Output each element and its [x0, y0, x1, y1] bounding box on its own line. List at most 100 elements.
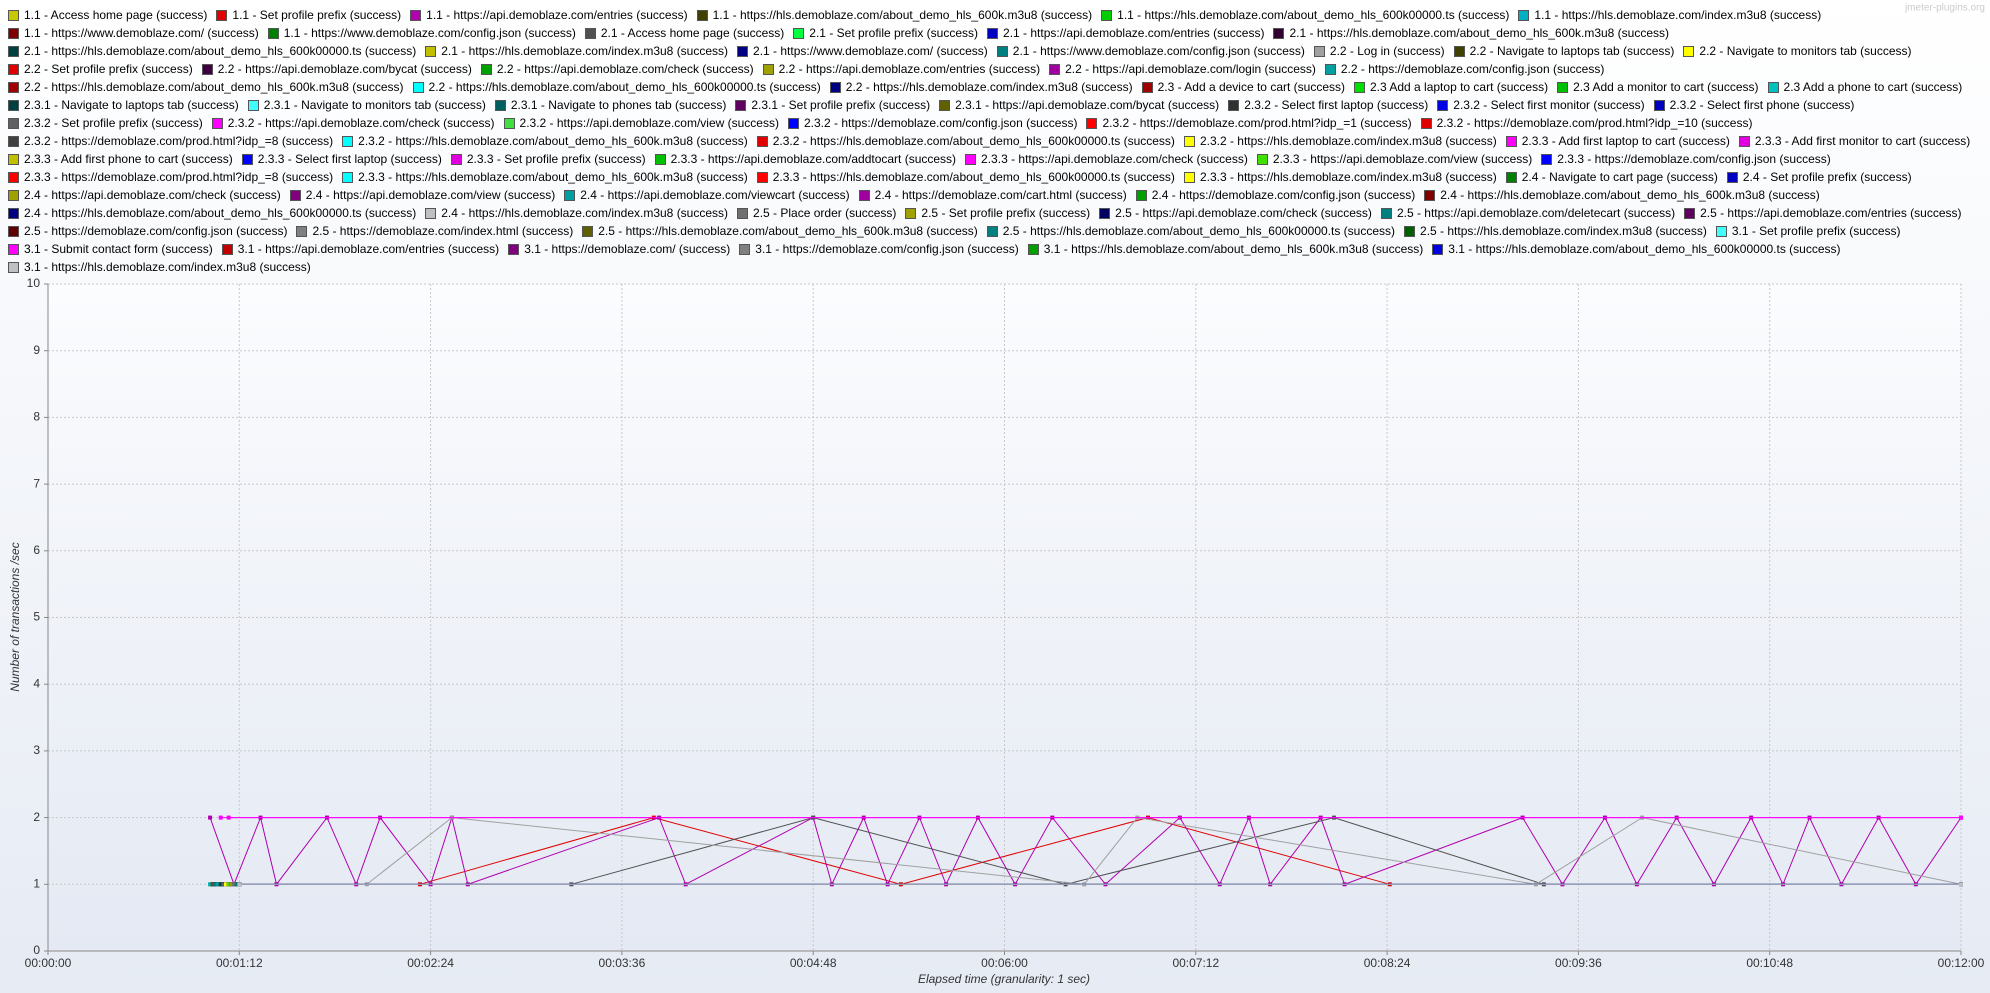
legend-swatch — [1099, 207, 1111, 219]
legend-label: 3.1 - Submit contact form (success) — [24, 242, 213, 256]
legend-swatch — [216, 9, 228, 21]
legend-label: 2.3 - Add a device to cart (success) — [1157, 80, 1345, 94]
legend-item: 1.1 - Set profile prefix (success) — [216, 6, 401, 24]
legend-item: 2.2 - https://hls.demoblaze.com/index.m3… — [829, 78, 1133, 96]
legend-label: 2.3.3 - Add first phone to cart (success… — [24, 152, 233, 166]
legend-item: 2.2 - Set profile prefix (success) — [8, 60, 193, 78]
legend-swatch — [480, 63, 492, 75]
legend-item: 2.2 - https://api.demoblaze.com/check (s… — [480, 60, 754, 78]
y-tick-label: 10 — [27, 276, 41, 290]
legend-item: 1.1 - https://www.demoblaze.com/config.j… — [267, 24, 576, 42]
legend-item: 2.3.3 - https://demoblaze.com/config.jso… — [1541, 150, 1831, 168]
y-tick-label: 2 — [33, 810, 40, 824]
legend-item: 2.3.3 - https://demoblaze.com/prod.html?… — [8, 168, 333, 186]
legend-label: 2.3.3 - https://demoblaze.com/config.jso… — [1557, 152, 1831, 166]
legend-item: 2.5 - https://api.demoblaze.com/check (s… — [1099, 204, 1372, 222]
legend-label: 2.2 - https://hls.demoblaze.com/about_de… — [24, 80, 404, 94]
y-tick-label: 3 — [33, 743, 40, 757]
legend-swatch — [1183, 135, 1195, 147]
legend-label: 2.3.1 - Navigate to phones tab (success) — [510, 98, 727, 112]
legend-label: 3.1 - Set profile prefix (success) — [1731, 224, 1901, 238]
legend-swatch — [8, 243, 19, 255]
legend-item: 2.3.2 - https://api.demoblaze.com/view (… — [503, 114, 779, 132]
legend-label: 2.5 - https://demoblaze.com/index.html (… — [312, 224, 574, 238]
x-tick-label: 00:04:48 — [790, 956, 837, 970]
legend-item: 2.3.2 - https://api.demoblaze.com/check … — [211, 114, 495, 132]
legend-label: 2.2 - Log in (success) — [1329, 44, 1445, 58]
legend-swatch — [247, 99, 259, 111]
legend-label: 2.2 - https://api.demoblaze.com/login (s… — [1065, 62, 1316, 76]
legend-swatch — [1101, 9, 1113, 21]
legend-item: 2.3 Add a phone to cart (success) — [1767, 78, 1962, 96]
legend-swatch — [8, 225, 19, 237]
legend-label: 2.3.2 - https://demoblaze.com/config.jso… — [803, 116, 1078, 130]
legend-swatch — [425, 207, 437, 219]
legend-label: 2.2 - https://api.demoblaze.com/check (s… — [496, 62, 754, 76]
legend-swatch — [1027, 243, 1039, 255]
legend-item: 2.5 - https://hls.demoblaze.com/about_de… — [986, 222, 1395, 240]
legend-label: 3.1 - https://demoblaze.com/config.json … — [755, 242, 1019, 256]
legend-label: 2.4 - https://hls.demoblaze.com/about_de… — [24, 206, 417, 220]
legend-item: 2.3.2 - Set profile prefix (success) — [8, 114, 203, 132]
legend-swatch — [1141, 81, 1153, 93]
legend-label: 2.3.3 - https://hls.demoblaze.com/about_… — [358, 170, 748, 184]
legend-item: 3.1 - https://demoblaze.com/ (success) — [508, 240, 730, 258]
legend-swatch — [735, 99, 747, 111]
legend-swatch — [1715, 225, 1727, 237]
legend-label: 2.1 - https://www.demoblaze.com/ (succes… — [753, 44, 988, 58]
y-tick-label: 5 — [33, 610, 40, 624]
legend-label: 2.3 Add a monitor to cart (success) — [1573, 80, 1759, 94]
legend-label: 2.3.3 - Select first laptop (success) — [257, 152, 442, 166]
legend-swatch — [986, 225, 998, 237]
legend-item: 2.3.1 - Set profile prefix (success) — [735, 96, 930, 114]
legend-swatch — [289, 189, 301, 201]
legend-label: 2.3.3 - https://hls.demoblaze.com/index.… — [1199, 170, 1497, 184]
x-tick-label: 00:07:12 — [1172, 956, 1219, 970]
legend-label: 2.5 - https://hls.demoblaze.com/about_de… — [598, 224, 978, 238]
watermark: jmeter-plugins.org — [1904, 3, 1985, 14]
legend-item: 2.1 - Set profile prefix (success) — [793, 24, 978, 42]
y-tick-label: 0 — [33, 943, 40, 957]
legend-item: 2.3.1 - Navigate to phones tab (success) — [494, 96, 727, 114]
legend-swatch — [425, 45, 437, 57]
legend-swatch — [905, 207, 917, 219]
legend-label: 2.1 - https://hls.demoblaze.com/index.m3… — [441, 44, 729, 58]
legend-label: 2.3.2 - https://hls.demoblaze.com/about_… — [358, 134, 748, 148]
legend-swatch — [241, 153, 253, 165]
point-marker — [213, 882, 218, 887]
point-marker — [210, 882, 215, 887]
legend-item: 1.1 - Access home page (success) — [8, 6, 207, 24]
legend-item: 2.3.1 - Navigate to laptops tab (success… — [8, 96, 239, 114]
legend-swatch — [494, 99, 506, 111]
legend-swatch — [211, 117, 223, 129]
legend-label: 2.3.3 - https://api.demoblaze.com/check … — [981, 152, 1248, 166]
legend-label: 2.4 - https://api.demoblaze.com/viewcart… — [580, 188, 850, 202]
legend-item: 2.4 - https://api.demoblaze.com/viewcart… — [564, 186, 850, 204]
legend-label: 1.1 - Set profile prefix (success) — [232, 8, 402, 22]
legend-item: 2.1 - https://www.demoblaze.com/config.j… — [996, 42, 1305, 60]
legend-item: 2.5 - Set profile prefix (success) — [905, 204, 1090, 222]
legend-label: 2.3.2 - Select first phone (success) — [1669, 98, 1855, 112]
legend-label: 1.1 - https://hls.demoblaze.com/index.m3… — [1534, 8, 1822, 22]
legend-item: 2.3.3 - Add first phone to cart (success… — [8, 150, 233, 168]
y-tick-label: 6 — [33, 543, 40, 557]
point-marker — [231, 882, 236, 887]
x-tick-label: 00:01:12 — [216, 956, 263, 970]
point-marker — [224, 882, 229, 887]
legend-swatch — [1505, 135, 1517, 147]
legend-swatch — [787, 117, 799, 129]
legend-item: 2.1 - https://www.demoblaze.com/ (succes… — [737, 42, 988, 60]
point-marker — [226, 882, 231, 887]
legend-item: 2.3.2 - https://hls.demoblaze.com/about_… — [756, 132, 1175, 150]
legend-label: 2.3.1 - Navigate to monitors tab (succes… — [263, 98, 486, 112]
legend-label: 2.3.2 - Select first laptop (success) — [1244, 98, 1429, 112]
legend-label: 2.5 - https://api.demoblaze.com/check (s… — [1115, 206, 1372, 220]
point-marker — [229, 882, 234, 887]
legend-label: 1.1 - https://hls.demoblaze.com/about_de… — [1117, 8, 1510, 22]
legend-swatch — [1313, 45, 1325, 57]
legend-label: 2.4 - https://hls.demoblaze.com/about_de… — [1440, 188, 1820, 202]
legend-swatch — [564, 189, 576, 201]
legend-swatch — [996, 45, 1008, 57]
y-tick-label: 1 — [33, 876, 40, 890]
